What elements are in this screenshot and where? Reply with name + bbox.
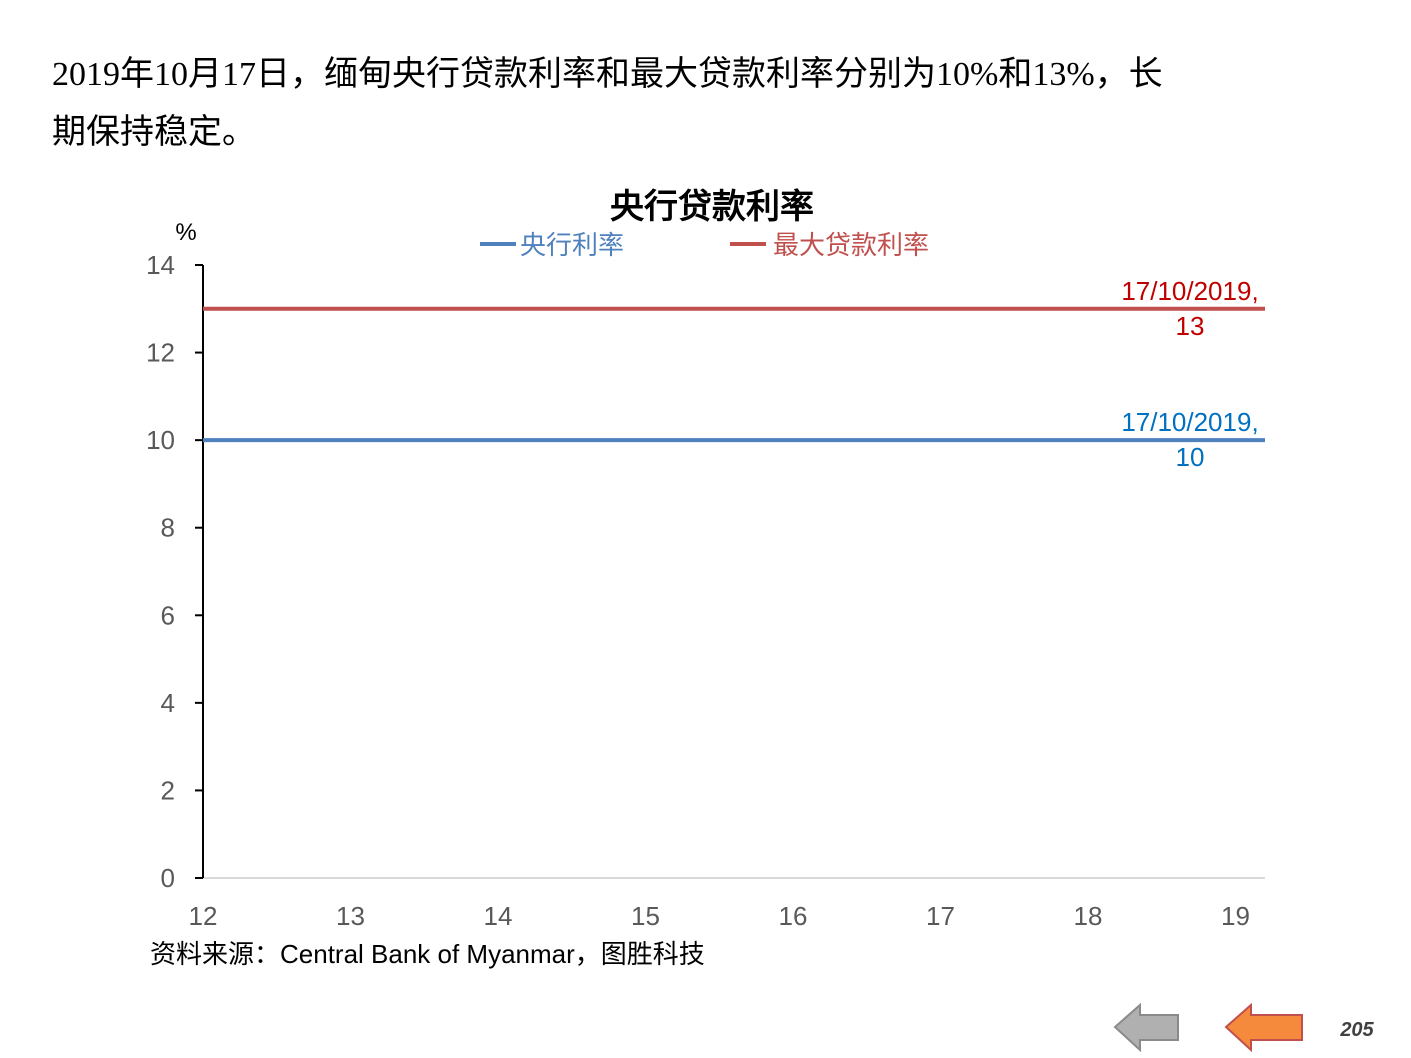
plot: 0 2 4 6 8 10 12 14 12 13 14 15 16 17 18 19 央行利率 17/10/201… bbox=[146, 230, 1265, 931]
legend-label: 央行利率 bbox=[520, 230, 624, 260]
y-tick-label: 14 bbox=[146, 250, 175, 280]
source: 资料来源：Central Bank of Myanmar，图胜科技 bbox=[150, 939, 705, 969]
y-tick-label: 8 bbox=[161, 513, 175, 543]
x-tick-label: 16 bbox=[779, 901, 808, 931]
y-tick-label: 10 bbox=[146, 425, 175, 455]
page-number: 205 bbox=[1339, 1019, 1374, 1041]
chart-title: 央行贷款利率 bbox=[610, 188, 814, 226]
x-tick-label: 12 bbox=[189, 901, 218, 931]
data-label: 17/10/2019, bbox=[1121, 407, 1258, 437]
data-label: 17/10/2019, bbox=[1121, 276, 1258, 306]
y-tick-label: 4 bbox=[161, 688, 175, 718]
y-tick-label: 12 bbox=[146, 338, 175, 368]
x-tick-label: 15 bbox=[631, 901, 660, 931]
y-tick-label: 6 bbox=[161, 600, 175, 630]
x-tick-label: 17 bbox=[926, 901, 955, 931]
x-tick-label: 13 bbox=[336, 901, 365, 931]
back-button[interactable] bbox=[1224, 1002, 1303, 1053]
prev-button[interactable] bbox=[1113, 1002, 1179, 1053]
x-tick-label: 18 bbox=[1074, 901, 1103, 931]
x-tick-label: 19 bbox=[1221, 901, 1250, 931]
data-label: 13 bbox=[1176, 311, 1205, 341]
y-axis-label: % bbox=[175, 219, 196, 246]
x-tick-label: 14 bbox=[484, 901, 513, 931]
header-line: 2019年10月17日，缅甸央行贷款利率和最大贷款利率分别为10%和13%，长 bbox=[52, 55, 1163, 93]
header-line: 期保持稳定。 bbox=[52, 113, 256, 151]
y-tick-label: 2 bbox=[161, 775, 175, 805]
y-tick-label: 0 bbox=[161, 863, 175, 893]
data-label: 10 bbox=[1176, 442, 1205, 472]
legend-label: 最大贷款利率 bbox=[773, 230, 929, 260]
